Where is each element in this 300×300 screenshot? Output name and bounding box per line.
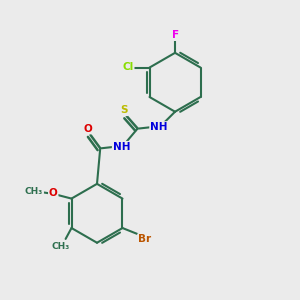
Text: NH: NH <box>113 142 130 152</box>
Text: F: F <box>172 30 179 40</box>
Text: Cl: Cl <box>122 62 134 72</box>
Text: CH₃: CH₃ <box>52 242 70 251</box>
Text: S: S <box>120 105 127 115</box>
Text: O: O <box>49 188 58 198</box>
Text: O: O <box>83 124 92 134</box>
Text: Br: Br <box>138 234 151 244</box>
Text: NH: NH <box>150 122 168 132</box>
Text: CH₃: CH₃ <box>25 187 43 196</box>
